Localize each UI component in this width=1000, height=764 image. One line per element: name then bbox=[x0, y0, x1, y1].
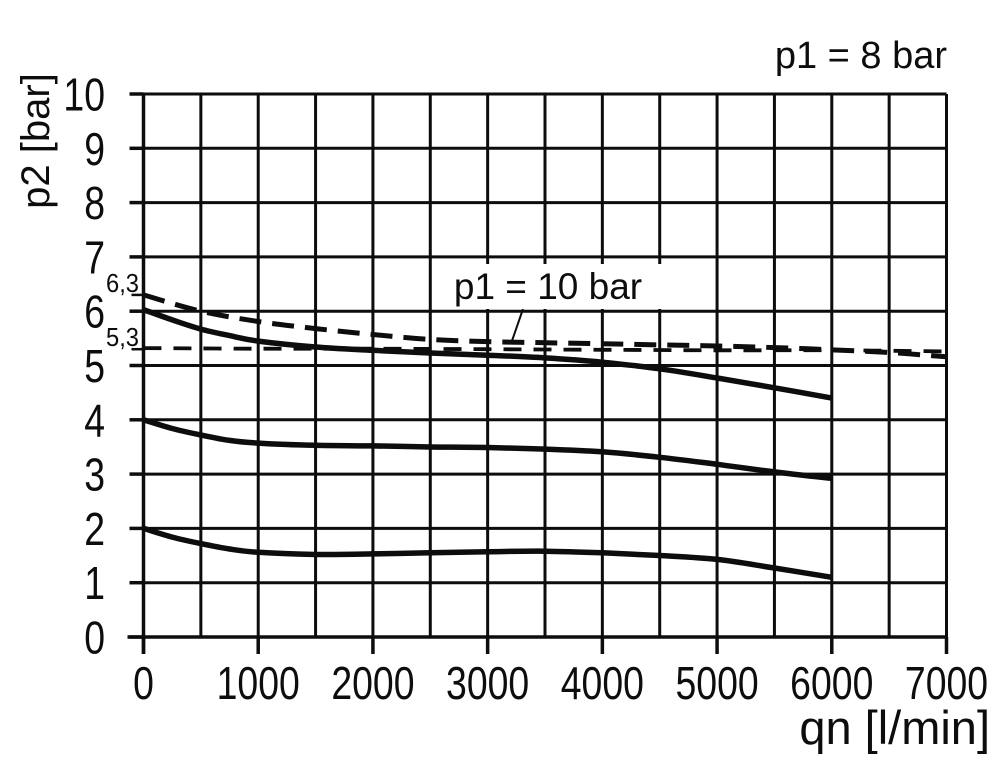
x-tick-label: 6000 bbox=[790, 657, 873, 709]
y-tick-label: 4 bbox=[84, 394, 105, 446]
x-tick-label: 0 bbox=[133, 657, 154, 709]
x-tick-label: 5000 bbox=[675, 657, 758, 709]
y-tick-label: 10 bbox=[63, 69, 105, 121]
x-tick-label: 3000 bbox=[446, 657, 529, 709]
annotation-leader-line bbox=[510, 308, 524, 342]
x-tick-label: 2000 bbox=[331, 657, 414, 709]
annotation-p1-10-bar: p1 = 10 bar bbox=[433, 264, 663, 309]
y-tick-label: 9 bbox=[84, 123, 105, 175]
y-tick-label: 7 bbox=[84, 231, 105, 283]
special-y-label: 6,3 bbox=[106, 268, 139, 298]
curve-p1-8-bar-outlet-setting-6-bar bbox=[142, 307, 833, 401]
y-tick-label: 2 bbox=[84, 503, 105, 555]
special-y-label: 5,3 bbox=[106, 322, 139, 352]
y-tick-label: 0 bbox=[84, 612, 105, 664]
chart-title: p1 = 8 bar bbox=[774, 35, 947, 77]
x-axis-title: qn [l/min] bbox=[799, 701, 990, 754]
curve-5-3-bar-reference-line bbox=[143, 346, 947, 354]
y-tick-label: 5 bbox=[84, 340, 105, 392]
x-tick-label: 1000 bbox=[217, 657, 300, 709]
x-tick-label: 7000 bbox=[905, 657, 988, 709]
y-tick-label: 6 bbox=[84, 286, 105, 338]
y-tick-label: 3 bbox=[84, 449, 105, 501]
y-tick-label: 8 bbox=[84, 177, 105, 229]
curve-p1-8-bar-outlet-setting-4-bar bbox=[142, 417, 833, 482]
y-axis-title: p2 [bar] bbox=[14, 73, 58, 209]
curve-p1-8-bar-outlet-setting-2-bar bbox=[142, 525, 833, 581]
y-tick-label: 1 bbox=[84, 557, 105, 609]
x-tick-label: 4000 bbox=[561, 657, 644, 709]
